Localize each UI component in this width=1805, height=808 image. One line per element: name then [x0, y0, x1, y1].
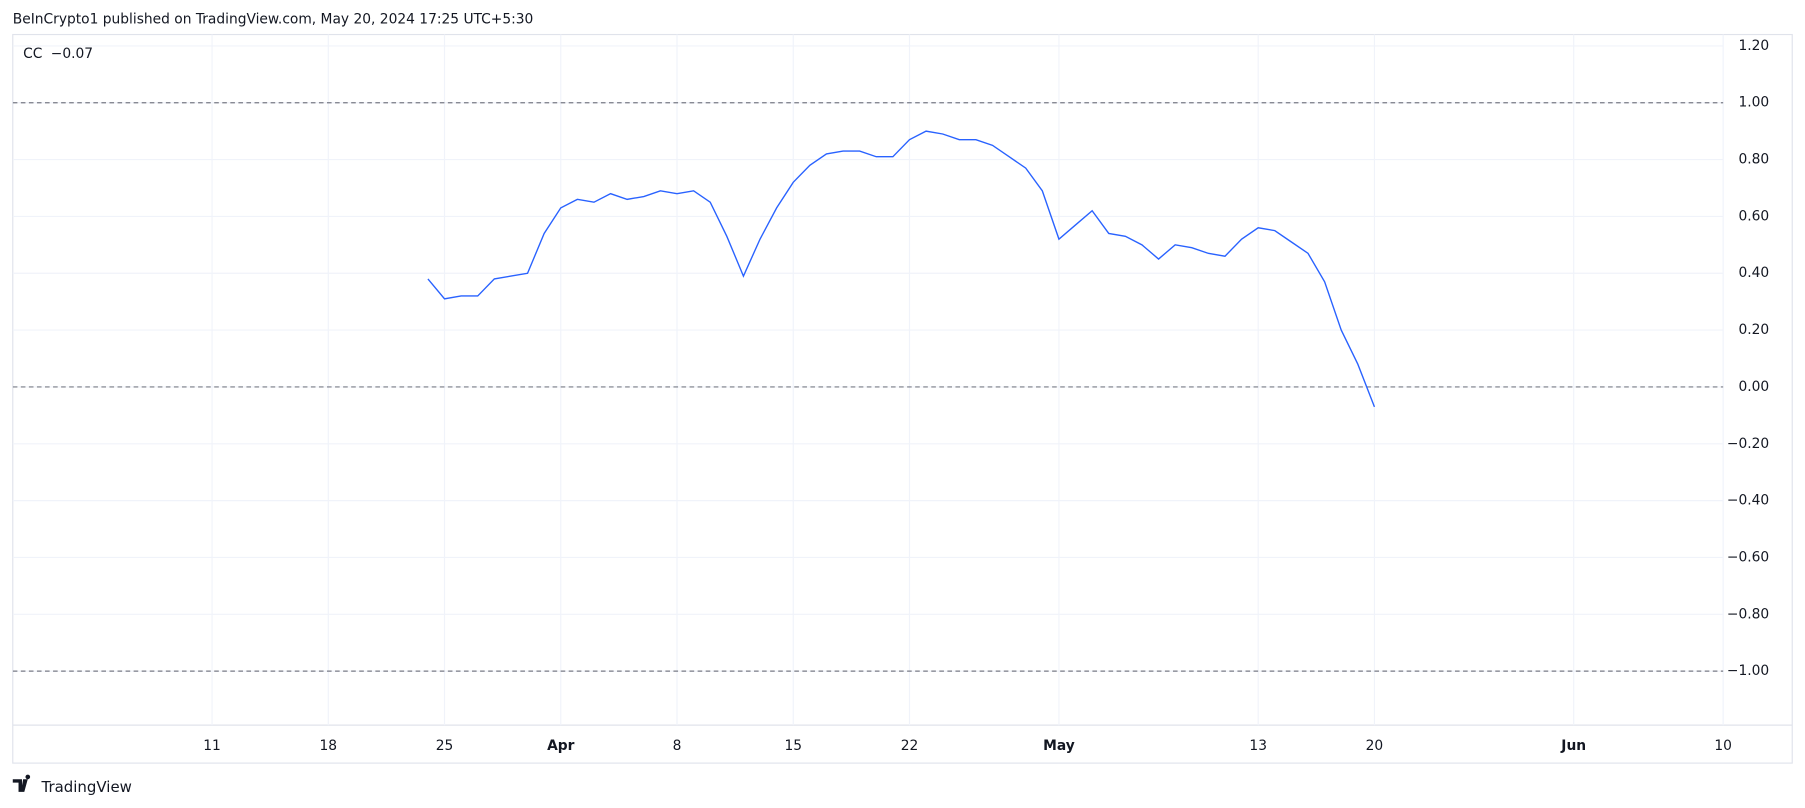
x-tick-label: 20 — [1366, 738, 1384, 754]
x-tick-label: Jun — [1560, 738, 1586, 754]
y-tick-label: −0.80 — [1727, 606, 1769, 622]
x-tick-label: 8 — [673, 738, 682, 754]
x-tick-label: Apr — [547, 738, 575, 754]
footer: TradingView — [41, 778, 132, 796]
x-tick-label: 25 — [436, 738, 454, 754]
y-tick-label: 0.80 — [1738, 152, 1769, 168]
x-tick-label: 10 — [1714, 738, 1732, 754]
y-tick-label: −0.20 — [1727, 436, 1769, 452]
x-tick-label: 15 — [784, 738, 802, 754]
x-tick-label: 11 — [203, 738, 221, 754]
legend-name: CC — [23, 46, 42, 62]
logo — [12, 774, 31, 792]
plot — [12, 34, 1724, 726]
y-tick-label: 0.00 — [1738, 379, 1769, 395]
y-tick-label: 0.40 — [1738, 265, 1769, 281]
series-line — [427, 130, 1376, 408]
x-tick-label: May — [1043, 738, 1075, 754]
y-tick-label: −0.40 — [1727, 493, 1769, 509]
y-tick-label: −0.60 — [1727, 549, 1769, 565]
header: BeInCrypto1 published on TradingView.com… — [13, 12, 534, 28]
x-tick-label: 13 — [1249, 738, 1267, 754]
y-tick-label: 1.20 — [1738, 38, 1769, 54]
y-tick-label: −1.00 — [1727, 663, 1769, 679]
y-tick-label: 1.00 — [1738, 95, 1769, 111]
y-tick-label: 0.20 — [1738, 322, 1769, 338]
x-tick-label: 18 — [320, 738, 338, 754]
legend-value: −0.07 — [51, 46, 93, 62]
y-tick-label: 0.60 — [1738, 208, 1769, 224]
chart-frame — [12, 33, 1793, 764]
x-tick-label: 22 — [901, 738, 919, 754]
